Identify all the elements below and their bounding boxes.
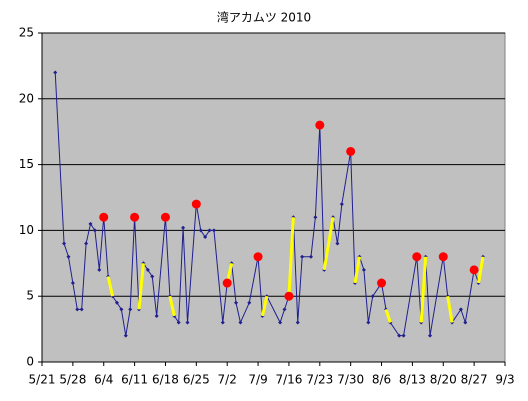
point xyxy=(335,241,340,246)
highlight-point xyxy=(130,212,140,222)
series-line xyxy=(446,295,454,323)
point xyxy=(401,333,406,338)
x-tick-label: 9/3 xyxy=(495,373,514,387)
highlight-point xyxy=(346,146,356,156)
point xyxy=(361,267,366,272)
highlight-point xyxy=(438,252,448,262)
point xyxy=(458,307,463,312)
series-line xyxy=(384,308,392,323)
point xyxy=(66,254,71,259)
x-tick-label: 6/25 xyxy=(183,373,210,387)
highlight-point xyxy=(284,291,294,301)
x-tick-label: 6/4 xyxy=(94,373,113,387)
point xyxy=(282,307,287,312)
y-tick-label: 10 xyxy=(19,223,34,237)
x-tick-label: 7/9 xyxy=(248,373,267,387)
x-tick-label: 8/20 xyxy=(430,373,457,387)
point xyxy=(366,320,371,325)
y-tick-label: 20 xyxy=(19,91,34,105)
series-line xyxy=(477,256,485,284)
point xyxy=(128,307,133,312)
point xyxy=(84,241,89,246)
x-tick-label: 8/27 xyxy=(461,373,488,387)
series-line xyxy=(353,256,361,284)
x-tick-label: 7/2 xyxy=(218,373,237,387)
point xyxy=(211,228,216,233)
series-line xyxy=(168,295,176,317)
chart-title: 湾アカムツ 2010 xyxy=(217,10,311,25)
y-tick-label: 25 xyxy=(19,26,34,40)
x-tick-label: 8/6 xyxy=(372,373,391,387)
point xyxy=(88,221,93,226)
x-tick-label: 5/28 xyxy=(59,373,86,387)
highlight-point xyxy=(222,278,232,288)
point xyxy=(75,307,80,312)
point xyxy=(428,333,433,338)
point xyxy=(119,307,124,312)
point xyxy=(370,294,375,299)
point xyxy=(79,307,84,312)
point xyxy=(123,333,128,338)
x-tick-label: 7/23 xyxy=(306,373,333,387)
series-line xyxy=(261,295,269,317)
series-line xyxy=(322,216,335,271)
point xyxy=(97,267,102,272)
y-tick-label: 0 xyxy=(26,355,34,369)
x-tick-label: 7/30 xyxy=(337,373,364,387)
x-tick-label: 5/21 xyxy=(29,373,56,387)
point xyxy=(313,215,318,220)
point xyxy=(339,202,344,207)
point xyxy=(300,254,305,259)
y-tick-label: 15 xyxy=(19,157,34,171)
point xyxy=(154,313,159,318)
point xyxy=(150,274,155,279)
point xyxy=(295,320,300,325)
point xyxy=(53,70,58,75)
plot-area xyxy=(41,32,506,363)
point xyxy=(198,228,203,233)
x-tick-label: 7/16 xyxy=(275,373,302,387)
highlight-point xyxy=(99,212,109,222)
x-tick-label: 6/11 xyxy=(121,373,148,387)
point xyxy=(238,320,243,325)
point xyxy=(92,228,97,233)
highlight-point xyxy=(377,278,387,288)
series-line xyxy=(287,217,295,297)
point xyxy=(207,228,212,233)
highlight-point xyxy=(191,199,201,209)
point xyxy=(308,254,313,259)
highlight-point xyxy=(412,252,422,262)
point xyxy=(70,281,75,286)
point xyxy=(181,225,186,230)
point xyxy=(220,320,225,325)
point xyxy=(247,300,252,305)
highlight-point xyxy=(315,120,325,130)
point xyxy=(397,333,402,338)
point xyxy=(145,267,150,272)
point xyxy=(114,300,119,305)
point xyxy=(278,320,283,325)
point xyxy=(234,300,239,305)
point xyxy=(176,320,181,325)
highlight-point xyxy=(253,252,263,262)
x-tick-label: 6/18 xyxy=(152,373,179,387)
highlight-point xyxy=(160,212,170,222)
y-tick-label: 5 xyxy=(26,289,34,303)
point xyxy=(203,234,208,239)
point xyxy=(62,241,67,246)
series-line xyxy=(419,256,428,323)
series-line xyxy=(106,276,115,297)
series-line xyxy=(137,263,145,310)
point xyxy=(463,320,468,325)
point xyxy=(185,320,190,325)
highlight-point xyxy=(469,265,479,275)
x-tick-label: 8/13 xyxy=(399,373,426,387)
